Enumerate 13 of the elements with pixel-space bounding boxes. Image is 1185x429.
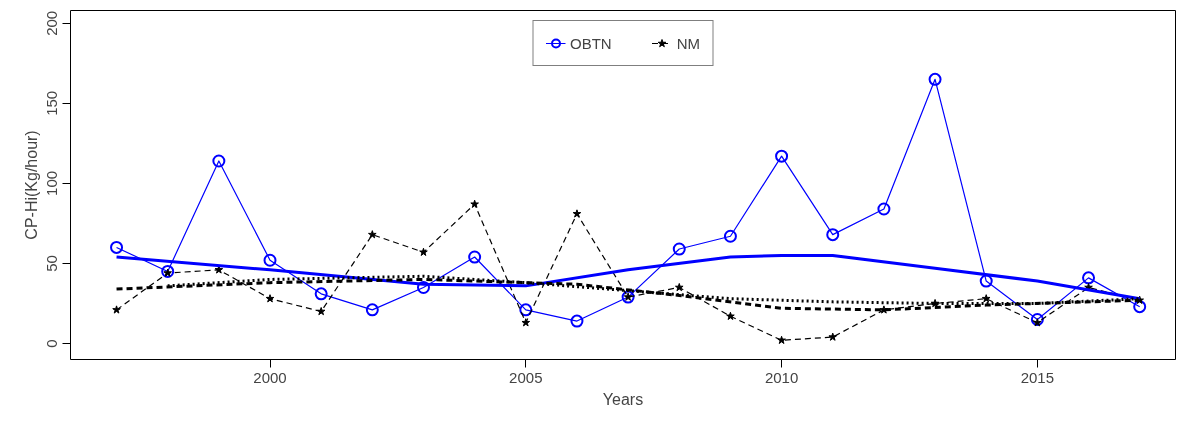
y-tick-label: 200 bbox=[43, 10, 61, 36]
y-tick-label: 50 bbox=[43, 255, 61, 272]
legend-label: OBTN bbox=[570, 34, 612, 52]
y-axis-title: CP-Hi(Kg/hour) bbox=[22, 130, 40, 240]
y-tick-label: 150 bbox=[43, 90, 61, 116]
x-axis-title: Years bbox=[602, 390, 644, 408]
y-tick-label: 100 bbox=[43, 170, 61, 196]
x-tick-label: 2005 bbox=[509, 368, 543, 386]
x-tick-label: 2015 bbox=[1020, 368, 1055, 386]
x-tick-label: 2000 bbox=[253, 368, 287, 386]
y-tick-label: 0 bbox=[43, 339, 61, 348]
x-tick-label: 2010 bbox=[764, 368, 799, 386]
legend-label: NM bbox=[676, 34, 700, 52]
